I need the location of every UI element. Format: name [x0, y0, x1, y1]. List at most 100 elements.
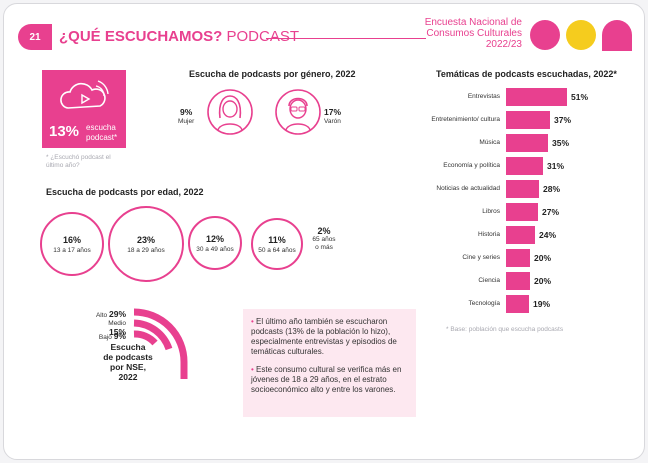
bar-value-label: 20% — [534, 276, 552, 286]
bar-value-label: 27% — [542, 207, 560, 217]
callout-item: • El último año también se escucharon po… — [251, 317, 397, 356]
age-label: 30 a 49 años — [196, 245, 234, 253]
bar-value-label: 35% — [552, 138, 570, 148]
nse-title: Escucha de podcasts por NSE, 2022 — [99, 342, 157, 382]
bar-value-label: 31% — [547, 161, 565, 171]
nse-level-label: Medio — [108, 320, 126, 327]
gender-title: Escucha de podcasts por género, 2022 — [189, 69, 356, 79]
topic-bar — [506, 157, 543, 175]
title-rule — [266, 38, 426, 39]
age-circle-18-29: 23% 18 a 29 años — [108, 206, 184, 282]
age-value: 16% — [62, 234, 81, 245]
bar-category-label: Cine y series — [462, 254, 500, 261]
logo-pink-circle — [530, 20, 560, 50]
podcast-hero-card: 13% escucha podcast* — [42, 70, 126, 148]
nse-arc-chart — [133, 308, 188, 379]
callout-item: • Este consumo cultural se verifica más … — [251, 365, 402, 394]
logo-yellow-circle — [566, 20, 596, 50]
podcast-audio-icon — [60, 80, 109, 109]
logo-pink-arch — [602, 20, 632, 51]
nse-level-value: 15% — [108, 327, 126, 337]
bar-category-label: Historia — [477, 231, 500, 238]
nse-level-bajo: Bajo 9% — [90, 331, 126, 341]
bar-value-label: 19% — [533, 299, 551, 309]
nse-arc-bajo — [133, 330, 158, 346]
age-title: Escucha de podcasts por edad, 2022 — [46, 187, 204, 197]
female-value: 9% — [180, 107, 193, 117]
hero-label-line: escucha — [86, 123, 116, 132]
hero-footnote: * ¿Escuchó podcast el último año? — [46, 154, 111, 169]
bar-category-label: Tecnología — [468, 300, 500, 307]
bar-category-label: Entretenimiento/ cultura — [431, 116, 500, 123]
hero-value: 13% — [49, 123, 80, 140]
survey-line: Consumos Culturales — [426, 28, 522, 39]
hero-label: escucha podcast* — [86, 123, 117, 143]
survey-line: 2022/23 — [485, 39, 522, 50]
page-number: 21 — [18, 24, 52, 50]
male-label: Varón — [324, 118, 341, 125]
topic-bar — [506, 295, 529, 313]
age-label: 18 a 29 años — [127, 246, 165, 254]
bar-category-label: Entrevistas — [467, 93, 500, 100]
topic-bar — [506, 203, 538, 221]
page-title-light: PODCAST — [222, 28, 300, 45]
hero-label-line: podcast* — [86, 133, 118, 142]
bar-category-label: Noticias de actualidad — [436, 185, 500, 192]
nse-level-label: Alto — [95, 312, 108, 319]
age-circle-30-49: 12% 30 a 49 años — [188, 216, 242, 270]
nse-title-line: por NSE, — [110, 362, 146, 372]
man-icon — [275, 89, 321, 135]
page-title-bold: ¿QUÉ ESCUCHAMOS? — [59, 28, 223, 45]
bar-value-label: 20% — [534, 253, 552, 263]
nse-level-medio: Medio 15% — [90, 320, 126, 337]
nse-title-line: de podcasts — [103, 352, 153, 362]
topic-bar — [506, 88, 567, 106]
age-circle-13-17: 16% 13 a 17 años — [40, 212, 104, 276]
survey-name: Encuesta Nacional de Consumos Culturales… — [425, 17, 522, 50]
age-circle-50-64: 11% 50 a 64 años — [251, 218, 303, 270]
male-value: 17% — [324, 107, 342, 117]
female-label: Mujer — [178, 118, 195, 125]
callout-box: • El último año también se escucharon po… — [243, 309, 416, 417]
nse-arc-medio — [133, 319, 173, 351]
age-65-plus: 2% 65 años o más — [310, 226, 338, 252]
age-label: 50 a 64 años — [258, 246, 296, 254]
nse-title-line: Escucha — [110, 342, 146, 352]
woman-icon — [207, 89, 253, 135]
bar-value-label: 24% — [539, 230, 557, 240]
topics-footnote: * Base: población que escucha podcasts — [446, 326, 564, 333]
bar-value-label: 37% — [554, 115, 572, 125]
callout-text: El último año también se escucharon podc… — [251, 317, 397, 356]
brand-logo — [530, 20, 632, 51]
topic-bar — [506, 226, 535, 244]
age-label-line: 65 años — [312, 236, 336, 243]
bar-category-label: Economía y política — [443, 162, 500, 169]
age-label-line: o más — [315, 244, 333, 251]
infographic-page: 21 ¿QUÉ ESCUCHAMOS? PODCAST Encuesta Nac… — [3, 3, 645, 460]
bar-category-label: Ciencia — [478, 277, 500, 284]
nse-title-line: 2022 — [118, 372, 138, 382]
age-value: 2% — [317, 226, 331, 236]
bar-value-label: 28% — [543, 184, 561, 194]
topics-title: Temáticas de podcasts escuchadas, 2022* — [436, 69, 617, 79]
topic-bar — [506, 134, 548, 152]
nse-level-value: 9% — [113, 331, 126, 341]
bar-category-label: Música — [479, 139, 500, 146]
survey-line: Encuesta Nacional de — [424, 17, 522, 28]
nse-arc-alto — [133, 308, 188, 379]
callout-text: Este consumo cultural se verifica más en… — [251, 365, 402, 394]
age-value: 23% — [136, 234, 155, 245]
age-value: 12% — [205, 233, 224, 244]
nse-level-label: Bajo — [98, 334, 112, 341]
nse-level-value: 29% — [108, 309, 126, 319]
bar-category-label: Libros — [482, 208, 500, 215]
topic-bar — [506, 180, 539, 198]
bar-value-label: 51% — [571, 92, 589, 102]
nse-level-alto: Alto 29% — [90, 309, 126, 319]
topic-bar — [506, 249, 530, 267]
topic-bar — [506, 272, 530, 290]
age-label: 13 a 17 años — [53, 246, 91, 254]
age-value: 11% — [268, 234, 286, 245]
topic-bar — [506, 111, 550, 129]
page-title: ¿QUÉ ESCUCHAMOS? PODCAST — [59, 28, 299, 45]
